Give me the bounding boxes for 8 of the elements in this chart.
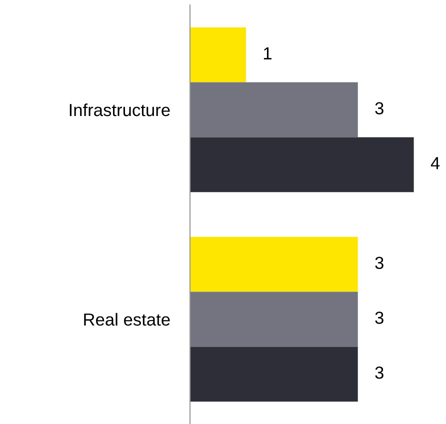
data-label: 1: [264, 47, 272, 60]
data-label: 3: [375, 102, 384, 114]
y-tick-label: Real estate: [84, 312, 170, 326]
data-label: 3: [375, 256, 384, 270]
data-label: 3: [375, 366, 384, 379]
data-label: 3: [375, 312, 384, 324]
y-tick-label: Infrastructure: [70, 103, 170, 116]
data-label: 4: [430, 157, 440, 170]
